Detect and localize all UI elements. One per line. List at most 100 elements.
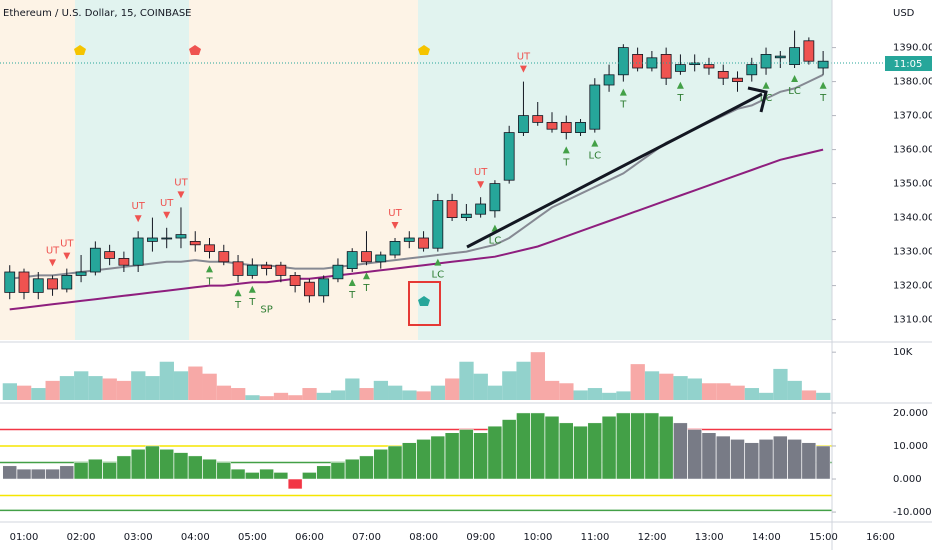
signal-label: LC [589,151,602,162]
volume-bar [459,361,474,400]
candle-body [560,122,572,134]
indicator-bar [516,412,531,480]
candle-body [204,244,215,253]
volume-bar [188,366,203,400]
volume-bar [630,364,645,400]
volume-bar [416,391,431,400]
candle-body [660,54,672,79]
volume-bar [587,388,603,400]
indicator-bar [758,439,774,480]
candle-body [432,200,444,249]
volume-bar [259,396,274,400]
indicator-bar [287,478,303,490]
volume-bar [487,385,503,400]
signal-arrow [762,81,770,89]
x-tick-label: 04:00 [181,532,210,543]
vol-tick-label: 10K [893,347,913,358]
candle-body [161,237,173,240]
signal-arrow [434,258,442,266]
signal-arrow [348,279,356,286]
candle-body [104,251,116,259]
signal-arrow [206,265,214,273]
x-tick-label: 12:00 [638,532,667,543]
candle-body [4,271,16,293]
indicator-bar [402,442,417,480]
volume-bar [116,380,132,400]
candle-body [460,213,472,218]
y-tick-label: 1360.00 [893,145,932,156]
volume-bar [716,383,731,400]
candle-body [332,264,344,280]
volume-bar [773,368,788,400]
candle-body [732,77,743,82]
volume-bar [701,383,717,400]
indicator-bar [801,442,817,480]
candle-body [189,240,201,246]
volume-bar [602,392,617,400]
signal-arrow [619,88,627,96]
indicator-bar [31,468,46,480]
volume-bar [17,385,32,400]
signal-arrow [163,211,171,219]
signal-label: T [348,290,356,301]
signal-label: LC [489,236,502,247]
volume-bar [759,392,774,400]
ind-tick-label: 20.000 [893,408,928,419]
indicator-bar [387,445,403,480]
ind-tick-label: 0.000 [893,474,922,485]
volume-bar [644,371,660,400]
signal-arrow [248,285,256,293]
indicator-bar [444,432,460,480]
y-tick-label: 1350.00 [893,179,932,190]
signal-label: LC [788,86,801,97]
candle-body [632,54,644,69]
volume-bar [302,388,317,400]
volume-bar [245,395,260,400]
signal-label: T [562,157,570,168]
indicator-bar [744,442,760,480]
indicator-bar [501,419,517,480]
candle-body [246,264,258,276]
volume-bar [102,378,117,400]
indicator-bar [787,439,802,480]
indicator-bar [573,425,588,480]
signal-label: T [205,276,213,287]
signal-arrow [676,81,684,89]
x-tick-label: 06:00 [295,532,324,543]
indicator-bar [273,472,289,480]
signal-label: UT [160,198,174,209]
candle-body [503,132,515,181]
volume-bar [673,376,688,400]
volume-bar [473,373,488,400]
candle-body [147,237,158,242]
indicator-bar [259,468,274,480]
y-tick-label: 1380.00 [893,77,932,88]
volume-bar [31,388,46,400]
indicator-bar [630,412,645,480]
x-tick-label: 01:00 [10,532,39,543]
x-tick-label: 05:00 [238,532,267,543]
ind-tick-label: 10.000 [893,441,928,452]
candle-body [275,264,287,276]
volume-bar [231,388,246,400]
volume-bar [316,392,331,400]
candle-body [603,74,615,86]
indicator-bar [130,449,146,480]
candle-body [689,62,701,66]
y-tick-label: 1340.00 [893,213,932,224]
indicator-bar [45,468,60,480]
candle-body [261,264,272,270]
candle-body [118,257,130,266]
volume-bar [544,380,560,400]
volume-bar [373,380,389,400]
indicator-bar [359,455,374,480]
indicator-bar [673,422,688,480]
indicator-bar [216,462,232,480]
signal-arrow [391,222,399,229]
indicator-bar [601,415,617,480]
candle-body [746,64,758,76]
volume-bar [730,385,745,400]
volume-bar [816,392,831,400]
indicator-bar [245,472,260,480]
candle-body [418,237,429,249]
